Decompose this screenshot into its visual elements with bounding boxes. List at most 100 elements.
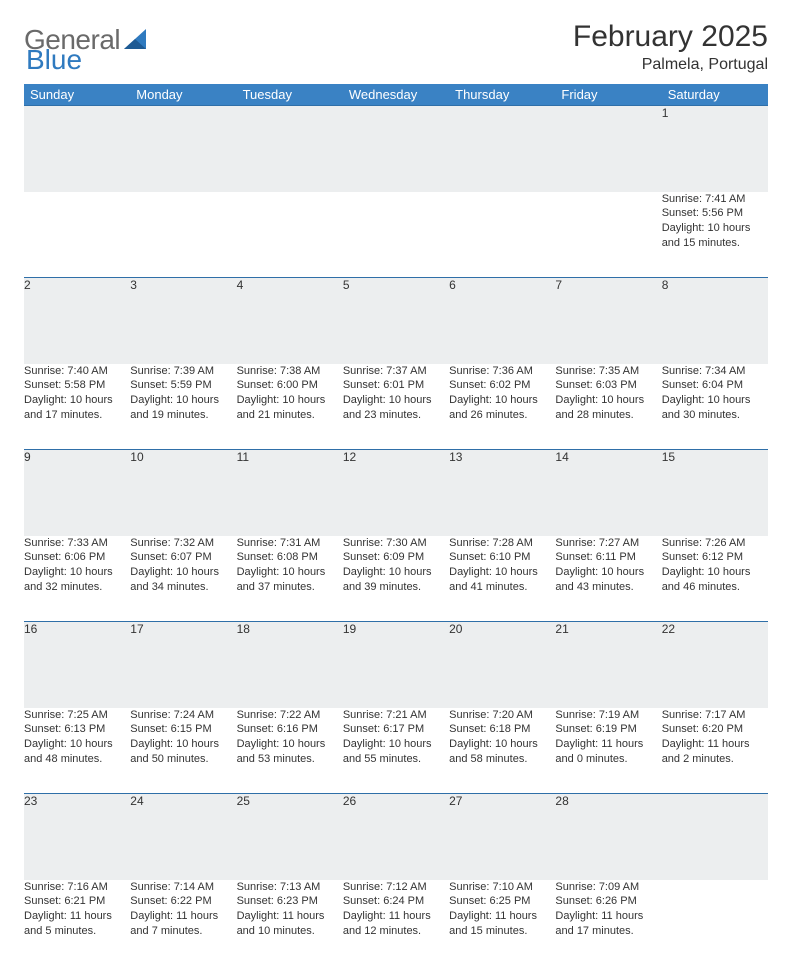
day-number-cell: 7 (555, 278, 661, 364)
day-detail-cell (237, 192, 343, 278)
sunrise-text: Sunrise: 7:41 AM (662, 192, 768, 207)
sunset-text: Sunset: 6:00 PM (237, 378, 343, 393)
day-number-cell: 17 (130, 622, 236, 708)
daylight2-text: and 26 minutes. (449, 408, 555, 423)
day-number-cell: 14 (555, 450, 661, 536)
day-number-cell: 28 (555, 794, 661, 880)
day-number-cell (662, 794, 768, 880)
daylight2-text: and 46 minutes. (662, 580, 768, 595)
sunrise-text: Sunrise: 7:24 AM (130, 708, 236, 723)
sunset-text: Sunset: 6:09 PM (343, 550, 449, 565)
sunrise-text: Sunrise: 7:26 AM (662, 536, 768, 551)
sunrise-text: Sunrise: 7:17 AM (662, 708, 768, 723)
day-number-cell: 13 (449, 450, 555, 536)
daylight2-text: and 50 minutes. (130, 752, 236, 767)
sunset-text: Sunset: 6:10 PM (449, 550, 555, 565)
daylight1-text: Daylight: 10 hours (130, 565, 236, 580)
day-detail-cell: Sunrise: 7:35 AMSunset: 6:03 PMDaylight:… (555, 364, 661, 450)
day-detail-cell: Sunrise: 7:09 AMSunset: 6:26 PMDaylight:… (555, 880, 661, 966)
detail-row: Sunrise: 7:25 AMSunset: 6:13 PM Daylight:… (24, 708, 768, 794)
sunset-text: Sunset: 6:24 PM (343, 894, 449, 909)
day-number-cell: 6 (449, 278, 555, 364)
day-detail-cell: Sunrise: 7:40 AMSunset: 5:58 PMDaylight:… (24, 364, 130, 450)
sunrise-text: Sunrise: 7:32 AM (130, 536, 236, 551)
sunrise-text: Sunrise: 7:37 AM (343, 364, 449, 379)
sunset-text: Sunset: 6:08 PM (237, 550, 343, 565)
daylight2-text: and 48 minutes. (24, 752, 130, 767)
daylight2-text: and 15 minutes. (662, 236, 768, 251)
daylight1-text: Daylight: 10 hours (662, 565, 768, 580)
daylight1-text: Daylight: 10 hours (343, 565, 449, 580)
day-number-cell: 24 (130, 794, 236, 880)
daylight1-text: Daylight: 11 hours (555, 909, 661, 924)
weekday-header: Tuesday (237, 84, 343, 106)
calendar-table: Sunday Monday Tuesday Wednesday Thursday… (24, 84, 768, 966)
daylight2-text: and 43 minutes. (555, 580, 661, 595)
day-number-cell (237, 106, 343, 192)
sunrise-text: Sunrise: 7:39 AM (130, 364, 236, 379)
sunrise-text: Sunrise: 7:40 AM (24, 364, 130, 379)
sunset-text: Sunset: 6:13 PM (24, 722, 130, 737)
day-detail-cell: Sunrise: 7:24 AMSunset: 6:15 PMDaylight:… (130, 708, 236, 794)
sunrise-text: Sunrise: 7:16 AM (24, 880, 130, 895)
day-detail-cell: Sunrise: 7:36 AMSunset: 6:02 PMDaylight:… (449, 364, 555, 450)
sunset-text: Sunset: 5:58 PM (24, 378, 130, 393)
daylight1-text: Daylight: 10 hours (449, 565, 555, 580)
daylight1-text: Daylight: 11 hours (130, 909, 236, 924)
day-detail-cell: Sunrise: 7:13 AMSunset: 6:23 PMDaylight:… (237, 880, 343, 966)
daylight1-text: Daylight: 10 hours (449, 737, 555, 752)
daylight1-text: Daylight: 11 hours (555, 737, 661, 752)
daylight1-text: Daylight: 10 hours (24, 393, 130, 408)
sunrise-text: Sunrise: 7:22 AM (237, 708, 343, 723)
sunrise-text: Sunrise: 7:14 AM (130, 880, 236, 895)
day-number-cell: 23 (24, 794, 130, 880)
day-detail-cell (343, 192, 449, 278)
sunset-text: Sunset: 6:17 PM (343, 722, 449, 737)
daylight1-text: Daylight: 11 hours (24, 909, 130, 924)
daylight2-text: and 7 minutes. (130, 924, 236, 939)
daylight1-text: Daylight: 10 hours (237, 565, 343, 580)
daylight2-text: and 17 minutes. (555, 924, 661, 939)
daylight1-text: Daylight: 10 hours (449, 393, 555, 408)
day-number-cell: 15 (662, 450, 768, 536)
daylight1-text: Daylight: 11 hours (343, 909, 449, 924)
sunset-text: Sunset: 6:06 PM (24, 550, 130, 565)
day-detail-cell: Sunrise: 7:39 AMSunset: 5:59 PMDaylight:… (130, 364, 236, 450)
daylight2-text: and 2 minutes. (662, 752, 768, 767)
day-number-cell: 22 (662, 622, 768, 708)
sunrise-text: Sunrise: 7:09 AM (555, 880, 661, 895)
day-detail-cell: Sunrise: 7:26 AMSunset: 6:12 PMDaylight:… (662, 536, 768, 622)
sunset-text: Sunset: 6:22 PM (130, 894, 236, 909)
day-number-cell: 8 (662, 278, 768, 364)
day-detail-cell (662, 880, 768, 966)
daylight1-text: Daylight: 10 hours (130, 393, 236, 408)
sunrise-text: Sunrise: 7:25 AM (24, 708, 130, 723)
day-number-cell: 11 (237, 450, 343, 536)
day-number-cell: 3 (130, 278, 236, 364)
sunset-text: Sunset: 6:04 PM (662, 378, 768, 393)
day-detail-cell: Sunrise: 7:16 AMSunset: 6:21 PMDaylight:… (24, 880, 130, 966)
day-number-cell (449, 106, 555, 192)
day-number-cell: 1 (662, 106, 768, 192)
sunset-text: Sunset: 6:18 PM (449, 722, 555, 737)
sunset-text: Sunset: 6:16 PM (237, 722, 343, 737)
daylight2-text: and 23 minutes. (343, 408, 449, 423)
day-detail-cell: Sunrise: 7:33 AMSunset: 6:06 PMDaylight:… (24, 536, 130, 622)
sunset-text: Sunset: 6:12 PM (662, 550, 768, 565)
daylight1-text: Daylight: 10 hours (24, 565, 130, 580)
daylight1-text: Daylight: 11 hours (449, 909, 555, 924)
sunrise-text: Sunrise: 7:35 AM (555, 364, 661, 379)
sunrise-text: Sunrise: 7:28 AM (449, 536, 555, 551)
month-title: February 2025 (573, 20, 768, 54)
daynum-row: 16171819202122 (24, 622, 768, 708)
sunrise-text: Sunrise: 7:31 AM (237, 536, 343, 551)
sunrise-text: Sunrise: 7:13 AM (237, 880, 343, 895)
daylight1-text: Daylight: 10 hours (343, 737, 449, 752)
daylight1-text: Daylight: 10 hours (237, 737, 343, 752)
day-number-cell: 4 (237, 278, 343, 364)
sunrise-text: Sunrise: 7:34 AM (662, 364, 768, 379)
day-number-cell: 12 (343, 450, 449, 536)
sunrise-text: Sunrise: 7:38 AM (237, 364, 343, 379)
calendar-page: General February 2025 Palmela, Portugal … (0, 0, 792, 966)
day-detail-cell: Sunrise: 7:17 AMSunset: 6:20 PMDaylight:… (662, 708, 768, 794)
